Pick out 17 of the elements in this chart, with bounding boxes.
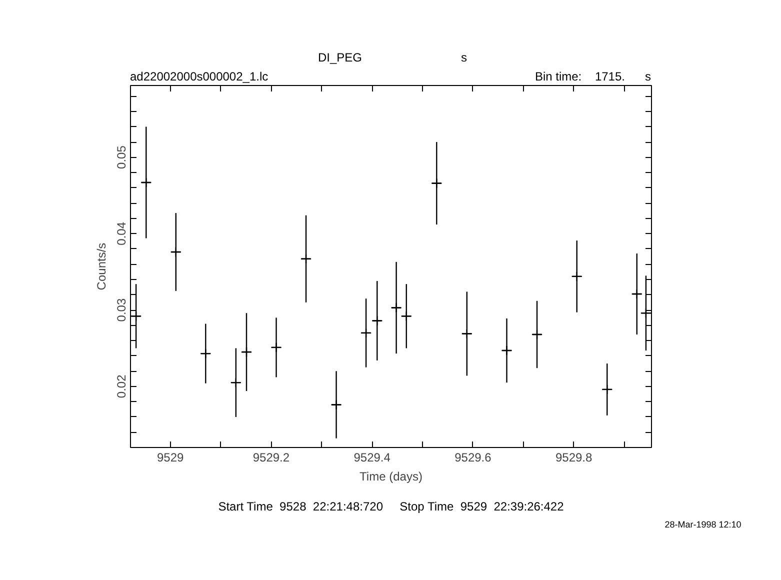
y-tick-label: 0.04 xyxy=(114,222,128,246)
x-tick-label: 9529.4 xyxy=(354,450,391,464)
y-tick-label: 0.02 xyxy=(114,374,128,398)
x-tick-label: 9529.8 xyxy=(555,450,593,464)
x-tick-label: 9529.6 xyxy=(454,450,492,464)
text: 28-Mar-1998 12:10 xyxy=(664,518,742,532)
x-axis-title: Time (days) xyxy=(360,470,422,484)
text: Bin time: 1715. s xyxy=(534,68,651,86)
text: Start Time 9528 22:21:48:720 Stop Time 9529 22:39:26:422 xyxy=(218,498,564,516)
chart-title: DI_PEG xyxy=(318,49,362,66)
text: ad22002000s000002_1.lc xyxy=(130,68,268,86)
x-tick-label: 9529.2 xyxy=(252,450,290,464)
y-axis-title: Counts/s xyxy=(94,242,108,290)
y-tick-label: 0.03 xyxy=(114,298,128,322)
x-tick-label: 9529 xyxy=(156,450,184,464)
text: s xyxy=(461,49,467,66)
y-tick-label: 0.05 xyxy=(114,145,128,169)
